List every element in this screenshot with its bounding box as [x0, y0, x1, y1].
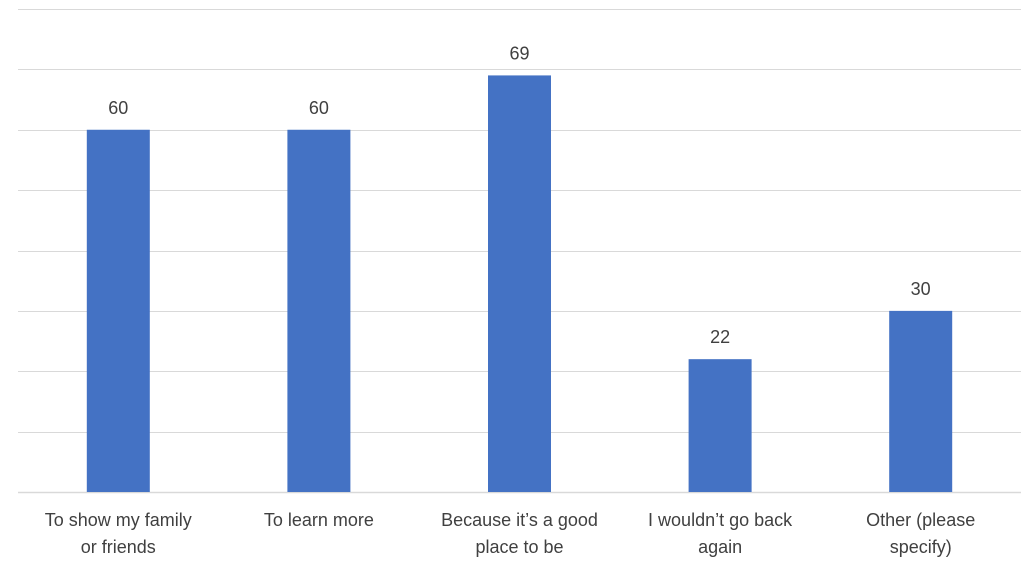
data-label: 30 — [911, 279, 931, 299]
data-label: 22 — [710, 327, 730, 347]
category-label-line: To learn more — [264, 510, 374, 530]
category-label-line: specify) — [890, 537, 952, 557]
data-label: 60 — [309, 98, 329, 118]
bar — [889, 310, 953, 492]
category-label-line: place to be — [475, 537, 563, 557]
bar — [488, 75, 551, 492]
category-labels: To show my family or friends To learn more… — [45, 510, 975, 557]
category-label-line: Other (please — [866, 510, 975, 530]
category-label-line: I wouldn’t go back — [648, 510, 793, 530]
category-label: I wouldn’t go back again — [648, 510, 793, 557]
data-labels: 60 60 69 22 30 — [108, 43, 930, 347]
category-label: Other (please specify) — [866, 510, 975, 557]
data-label: 69 — [509, 43, 529, 63]
bar — [688, 359, 752, 492]
bars — [86, 75, 953, 492]
category-label: To learn more — [264, 510, 374, 530]
category-label-line: Because it’s a good — [441, 510, 598, 530]
data-label: 60 — [108, 98, 128, 118]
category-label-line: again — [698, 537, 742, 557]
category-label: Because it’s a good place to be — [441, 510, 598, 557]
bar — [287, 129, 351, 492]
category-label-line: or friends — [81, 537, 156, 557]
category-label: To show my family or friends — [45, 510, 192, 557]
category-label-line: To show my family — [45, 510, 192, 530]
bar — [86, 129, 150, 492]
